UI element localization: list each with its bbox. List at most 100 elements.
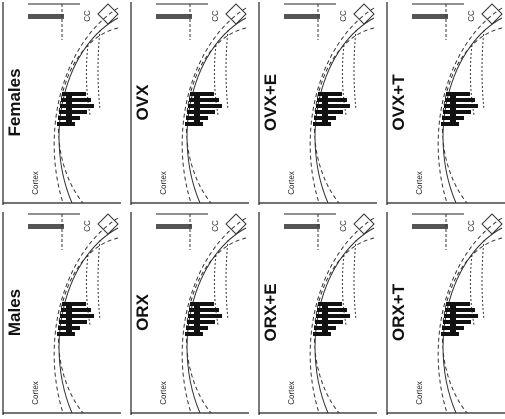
labeled-bar [66, 302, 72, 336]
diamond [353, 3, 375, 25]
labeled-bar [445, 98, 475, 102]
ventricle [97, 29, 101, 111]
panel: Males Cortex CC [2, 212, 121, 415]
contour [185, 27, 247, 204]
contour [53, 7, 119, 204]
contour [441, 237, 503, 414]
ventricle [225, 29, 229, 111]
labeled-bar [445, 308, 475, 312]
labeled-bar [318, 92, 342, 96]
labeled-bar [187, 320, 215, 324]
labeled-bar [450, 92, 456, 126]
labeled-bar [322, 92, 328, 126]
midline-bar [156, 224, 192, 229]
labeled-bar [189, 98, 219, 102]
midline-bar [284, 224, 320, 229]
labeled-bar [443, 110, 471, 114]
diamond [225, 3, 247, 25]
midline-bar [28, 14, 64, 19]
region-label: CC [467, 10, 476, 22]
region-label: Cortex [159, 381, 168, 405]
contour [437, 7, 503, 204]
contour [437, 217, 503, 414]
region-label: Cortex [287, 171, 296, 195]
diamond [481, 3, 503, 25]
diamond [353, 213, 375, 235]
ventricle [225, 239, 229, 321]
diamond [481, 213, 503, 235]
labeled-bar [60, 314, 94, 318]
labeled-bar [59, 110, 87, 114]
region-label: Cortex [31, 381, 40, 405]
labeled-bar [189, 308, 219, 312]
region-label: CC [467, 220, 476, 232]
panel-label: ORX [133, 293, 152, 331]
region-label: CC [211, 10, 220, 22]
labeled-bar [446, 92, 470, 96]
panel: ORX+E Cortex CC [258, 212, 377, 415]
region-label: Cortex [415, 171, 424, 195]
panel-label: ORX+T [389, 283, 408, 341]
contour [313, 27, 375, 204]
midline-bar [156, 14, 192, 19]
ventricle [353, 29, 357, 111]
labeled-bar [190, 302, 214, 306]
panel-label: OVX+E [261, 74, 280, 131]
labeled-bar [61, 98, 91, 102]
region-label: CC [339, 220, 348, 232]
labeled-bar [60, 104, 94, 108]
labeled-bar [444, 314, 478, 318]
contour [309, 217, 375, 414]
contour [181, 217, 247, 414]
labeled-bar [317, 98, 347, 102]
labeled-bar [315, 320, 343, 324]
panel: ORX+T Cortex CC [386, 212, 505, 415]
diamond [97, 213, 119, 235]
labeled-bar [443, 320, 471, 324]
ventricle [97, 239, 101, 321]
contour [181, 7, 247, 204]
panel: OVX+E Cortex CC [258, 2, 377, 205]
contour [309, 7, 375, 204]
region-label: Cortex [31, 171, 40, 195]
region-label: CC [83, 10, 92, 22]
labeled-bar [450, 302, 456, 336]
region-label: Cortex [415, 381, 424, 405]
ventricle [481, 239, 485, 321]
labeled-bar [194, 92, 200, 126]
labeled-bar [316, 314, 350, 318]
panel: OVX+T Cortex CC [386, 2, 505, 205]
contour [441, 27, 503, 204]
labeled-bar [318, 302, 342, 306]
labeled-bar [188, 104, 222, 108]
panel-label: OVX+T [389, 74, 408, 131]
ventricle [481, 29, 485, 111]
diamond [97, 3, 119, 25]
contour [53, 217, 119, 414]
contour [185, 237, 247, 414]
panel-label: ORX+E [261, 283, 280, 341]
region-label: CC [339, 10, 348, 22]
contour [313, 237, 375, 414]
labeled-bar [190, 92, 214, 96]
labeled-bar [187, 110, 215, 114]
panel: OVX Cortex CC [130, 2, 249, 205]
panel-label: OVX [133, 84, 152, 121]
labeled-bar [61, 308, 91, 312]
diamond [225, 213, 247, 235]
labeled-bar [188, 314, 222, 318]
midline-bar [28, 224, 64, 229]
labeled-bar [322, 302, 328, 336]
midline-bar [412, 14, 448, 19]
labeled-bar [62, 92, 86, 96]
region-label: CC [211, 220, 220, 232]
labeled-bar [444, 104, 478, 108]
midline-bar [412, 224, 448, 229]
labeled-bar [59, 320, 87, 324]
panel: Females Cortex CC [2, 2, 121, 205]
labeled-bar [66, 92, 72, 126]
labeled-bar [317, 308, 347, 312]
midline-bar [284, 14, 320, 19]
labeled-bar [62, 302, 86, 306]
